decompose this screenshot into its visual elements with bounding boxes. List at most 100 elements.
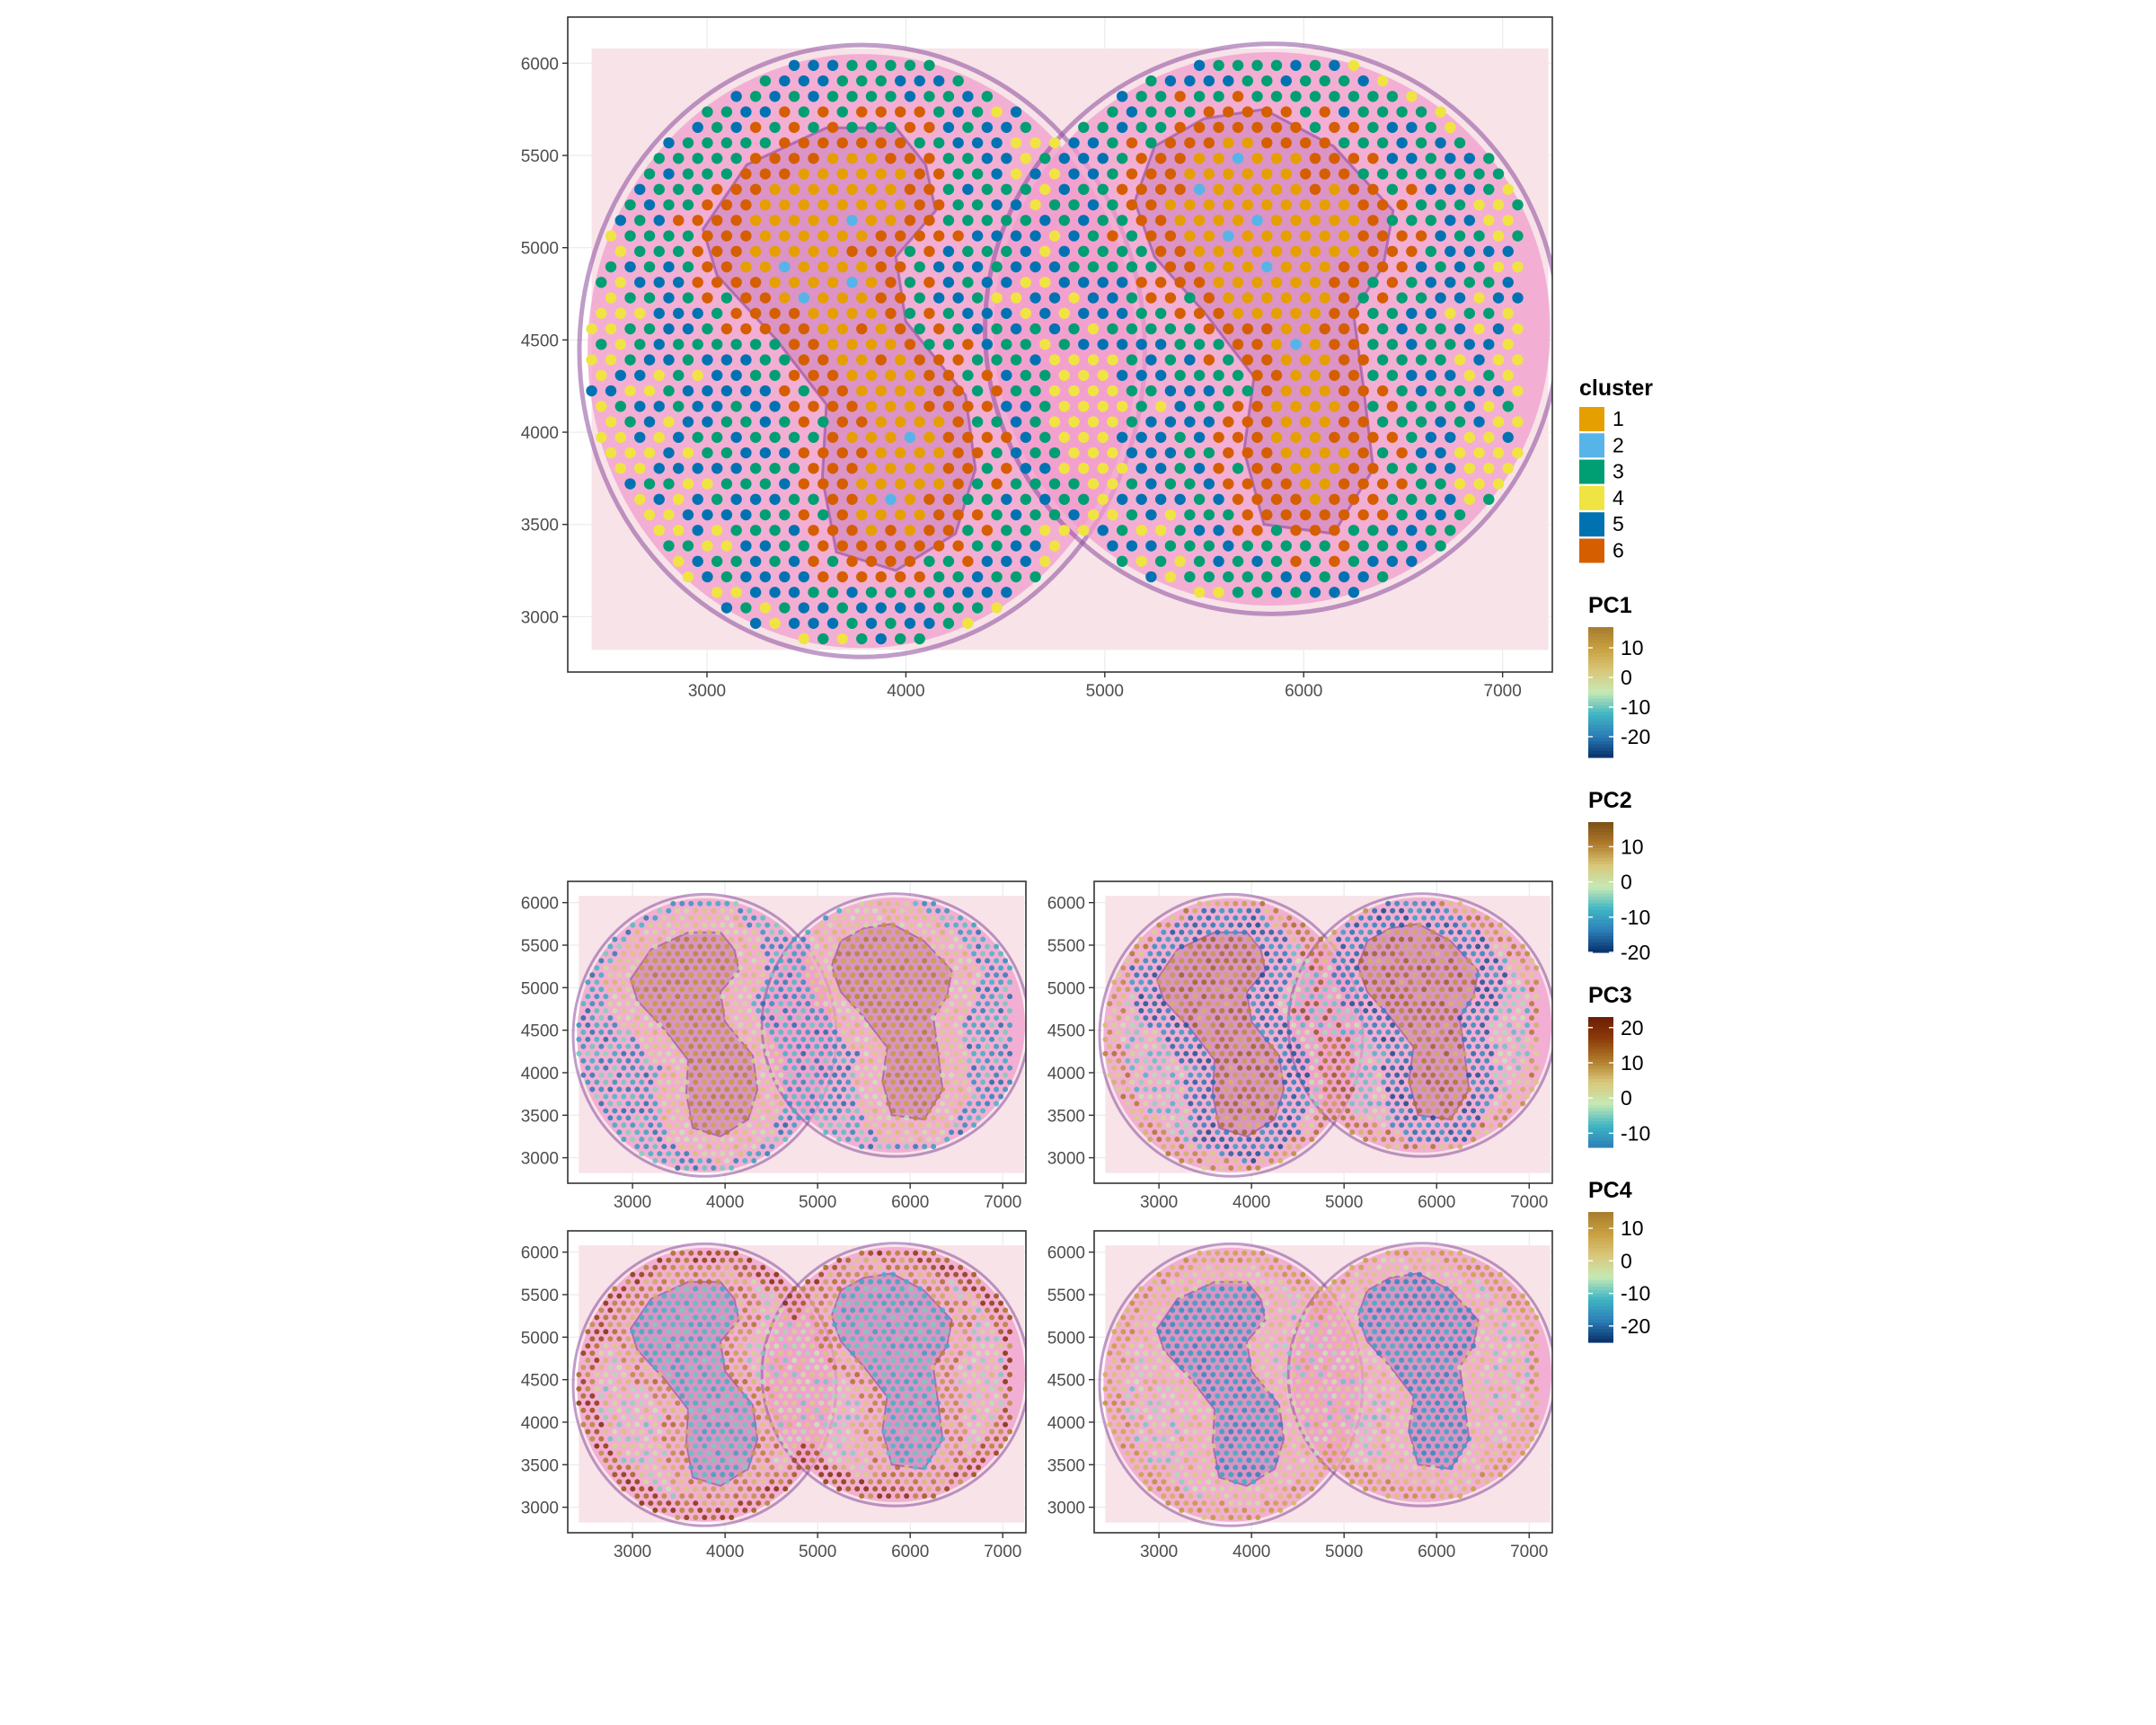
spot-point [1444, 965, 1450, 971]
spot-point [1215, 915, 1221, 921]
spot-point [1020, 463, 1032, 474]
spot-point [908, 1093, 915, 1100]
spot-point [1147, 951, 1153, 957]
spot-point [859, 1479, 865, 1485]
spot-point [760, 1493, 766, 1499]
spot-point [899, 1122, 906, 1128]
spot-point [885, 245, 897, 257]
spot-point [742, 1086, 748, 1092]
spot-point [1394, 1057, 1401, 1064]
spot-point [1188, 1115, 1194, 1121]
spot-point [1453, 922, 1459, 928]
spot-point [1507, 951, 1513, 957]
spot-point [778, 1072, 784, 1078]
spot-point [1270, 463, 1283, 474]
spot-point [863, 1050, 870, 1057]
spot-point [1268, 958, 1275, 964]
spot-point [881, 1108, 888, 1114]
spot-point [1412, 1144, 1418, 1150]
spot-point [1125, 1101, 1131, 1107]
spot-point [612, 1122, 618, 1128]
spot-point [971, 1036, 977, 1042]
spot-point [648, 994, 654, 1000]
spot-point [1210, 965, 1216, 971]
spot-point [639, 1050, 645, 1057]
spot-point [1372, 979, 1378, 986]
spot-point [1264, 1050, 1270, 1057]
spot-point [1492, 199, 1505, 211]
spot-point [1309, 59, 1321, 72]
spot-point [886, 972, 892, 978]
spot-point [1457, 1101, 1463, 1107]
spot-point [1327, 936, 1333, 942]
spot-point [904, 1450, 910, 1456]
spot-point [796, 986, 802, 993]
spot-point [751, 929, 757, 935]
spot-point [1277, 958, 1284, 964]
spot-point [1349, 1015, 1356, 1022]
spot-point [1174, 555, 1186, 567]
spot-point [841, 972, 847, 978]
spot-point [733, 929, 739, 935]
spot-point [865, 401, 878, 412]
spot-point [1161, 1144, 1167, 1150]
spot-point [788, 369, 800, 381]
spot-point [738, 1122, 744, 1128]
spot-point [693, 907, 699, 914]
spot-point [738, 1472, 744, 1478]
spot-point [1215, 943, 1221, 950]
spot-point [1039, 307, 1051, 319]
spot-point [796, 1115, 802, 1121]
spot-point [1145, 385, 1157, 397]
spot-point [1357, 416, 1369, 428]
spot-point [922, 972, 928, 978]
spot-point [1372, 1036, 1378, 1042]
spot-point [836, 385, 848, 397]
y-tick-label: 6000 [521, 895, 559, 914]
spot-point [1193, 307, 1206, 319]
spot-point [607, 986, 614, 993]
spot-point [1145, 323, 1157, 335]
spot-point [1493, 958, 1499, 964]
spot-point [1396, 261, 1408, 273]
spot-point [989, 1079, 995, 1085]
spot-point [1228, 1065, 1234, 1071]
spot-point [682, 261, 694, 273]
spot-point [1480, 922, 1486, 928]
x-tick-label: 6000 [1285, 682, 1322, 701]
spot-point [1403, 1015, 1409, 1022]
spot-point [1502, 245, 1514, 257]
spot-point [778, 943, 784, 950]
spot-point [1529, 1043, 1535, 1049]
spot-point [1078, 183, 1090, 195]
spot-point [899, 1050, 906, 1057]
spot-point [1376, 1057, 1383, 1064]
spot-point [846, 307, 858, 319]
spot-point [1439, 943, 1445, 950]
spot-point [1354, 1036, 1360, 1042]
spot-point [1270, 307, 1283, 319]
spot-point [1255, 1151, 1261, 1157]
spot-point [711, 1486, 717, 1492]
spot-point [724, 1115, 730, 1121]
spot-point [826, 91, 839, 102]
spot-point [1156, 979, 1162, 986]
spot-point [895, 632, 906, 645]
spot-point [846, 401, 858, 412]
spot-point [782, 1036, 789, 1042]
spot-point [773, 1122, 780, 1128]
spot-point [1309, 1108, 1315, 1114]
spot-point [1116, 401, 1128, 412]
spot-point [791, 951, 798, 957]
spot-point [1309, 525, 1321, 536]
spot-point [1348, 339, 1360, 350]
spot-point [1161, 1015, 1167, 1022]
spot-point [971, 354, 984, 366]
spot-point [922, 1479, 928, 1485]
spot-point [962, 587, 974, 598]
spot-point [1290, 463, 1302, 474]
spot-point [895, 385, 906, 397]
spot-point [1439, 1029, 1445, 1035]
spot-point [913, 1029, 919, 1035]
spot-point [1473, 323, 1485, 335]
